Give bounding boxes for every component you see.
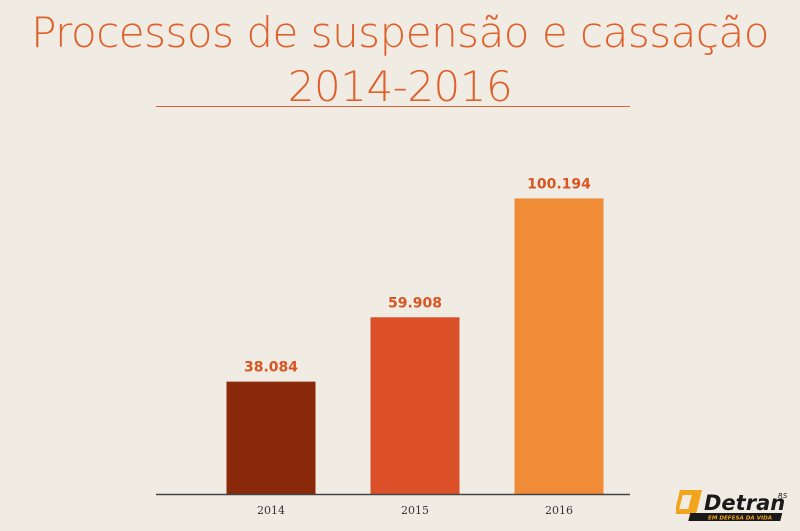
data-label-2015: 59.908 — [388, 295, 442, 311]
chart-title-line-1: Processos de suspensão e cassação — [31, 8, 769, 57]
detran-logo: Detran RS EM DEFESA DA VIDA — [676, 490, 788, 522]
title-underline — [156, 106, 630, 107]
logo-tagline-band — [688, 513, 783, 521]
bar-2016 — [514, 198, 604, 494]
chart-title-line-2: 2014-2016 — [287, 62, 513, 111]
bar-2014 — [226, 381, 316, 494]
x-tick-label-2015: 2015 — [401, 504, 429, 517]
logo-suffix: RS — [778, 492, 788, 500]
detran-logo-mark — [676, 490, 703, 514]
data-label-2014: 38.084 — [244, 360, 298, 376]
logo-text: Detran — [704, 491, 785, 515]
data-label-2016: 100.194 — [527, 176, 591, 192]
logo-tagline: EM DEFESA DA VIDA — [708, 516, 772, 522]
x-tick-label-2014: 2014 — [257, 504, 285, 517]
x-tick-label-2016: 2016 — [545, 504, 573, 517]
bar-2015 — [370, 317, 460, 494]
